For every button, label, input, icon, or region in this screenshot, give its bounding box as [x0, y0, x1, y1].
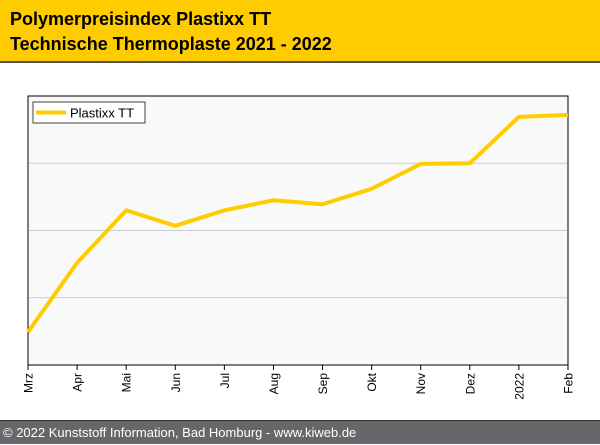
x-tick-label: Aug — [267, 373, 281, 394]
footer-copyright: © 2022 Kunststoff Information, Bad Hombu… — [0, 420, 600, 444]
x-tick-label: Okt — [365, 372, 379, 391]
x-tick-label: Sep — [316, 373, 330, 395]
x-tick-label: Mai — [120, 373, 134, 392]
x-tick-label: Feb — [562, 373, 576, 394]
x-tick-label: Dez — [463, 373, 477, 394]
x-tick-label: Jul — [218, 373, 232, 388]
x-tick-label: Apr — [71, 373, 85, 392]
legend-label: Plastixx TT — [70, 106, 134, 121]
x-tick-label: Nov — [414, 373, 428, 394]
line-chart: Mrz Apr Mai Jun Jul Aug Sep Okt Nov Dez 2022 Feb Pl… — [0, 0, 600, 420]
legend: Plastixx TT — [33, 102, 145, 123]
x-tick-label: Mrz — [22, 373, 36, 393]
x-tick-label: 2022 — [512, 373, 526, 400]
x-tick-label: Jun — [169, 373, 183, 392]
